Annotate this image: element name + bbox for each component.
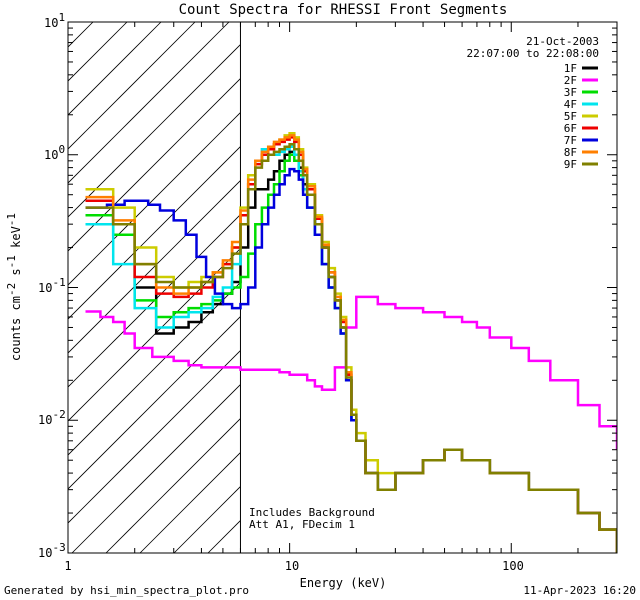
y-tick-label-1e-3: 10-3: [38, 541, 66, 560]
y-axis-label: counts cm-2 s-1 keV-1: [5, 213, 23, 361]
legend-label-1f: 1F: [564, 62, 577, 75]
y-tick-label-1e1: 101: [44, 11, 65, 30]
footer-generated-by: Generated by hsi_min_spectra_plot.pro: [4, 584, 249, 597]
series-line-2f: [85, 295, 617, 450]
legend-label-8f: 8F: [564, 146, 577, 159]
y-tick-label-1e-1: 10-1: [38, 276, 66, 295]
hatch-line: [71, 383, 241, 553]
hatch-line: [68, 22, 196, 150]
hatch-line: [68, 315, 241, 490]
x-tick-label-10: 10: [285, 559, 299, 573]
time-range-label: 22:07:00 to 22:08:00: [467, 47, 599, 60]
chart-title: Count Spectra for RHESSI Front Segments: [179, 2, 508, 18]
legend-label-4f: 4F: [564, 98, 577, 111]
legend-label-9f: 9F: [564, 158, 577, 171]
y-tick-label-1e0: 100: [44, 143, 65, 162]
legend-label-2f: 2F: [564, 74, 577, 87]
x-tick-label-100: 100: [502, 559, 524, 573]
hatched-region: [68, 22, 640, 553]
background-note: Includes Background: [249, 506, 375, 519]
legend-label-3f: 3F: [564, 86, 577, 99]
axis-ticks: [67, 21, 618, 554]
x-tick-label-1: 1: [64, 559, 71, 573]
series-line-4f: [85, 145, 617, 553]
x-axis-label: Energy (keV): [300, 576, 387, 590]
hatch-line: [68, 145, 241, 320]
legend-label-7f: 7F: [564, 134, 577, 147]
hatch-line: [68, 22, 230, 184]
hatch-line: [139, 451, 241, 553]
series-line-1f: [85, 150, 617, 553]
hatch-line: [68, 77, 241, 252]
legend-label-6f: 6F: [564, 122, 577, 135]
footer-timestamp: 11-Apr-2023 16:20: [523, 584, 636, 597]
hatch-line: [242, 22, 640, 553]
series-line-9f: [85, 142, 617, 553]
hatch-line: [68, 22, 162, 116]
date-label: 21-Oct-2003: [526, 35, 599, 48]
hatch-line: [68, 349, 241, 524]
hatch-line: [68, 43, 241, 218]
attenuator-note: Att A1, FDecim 1: [249, 518, 355, 531]
series-layer: [85, 132, 617, 553]
legend-label-5f: 5F: [564, 110, 577, 123]
hatch-line: [105, 417, 241, 553]
y-tick-label-1e-2: 10-2: [38, 408, 66, 427]
